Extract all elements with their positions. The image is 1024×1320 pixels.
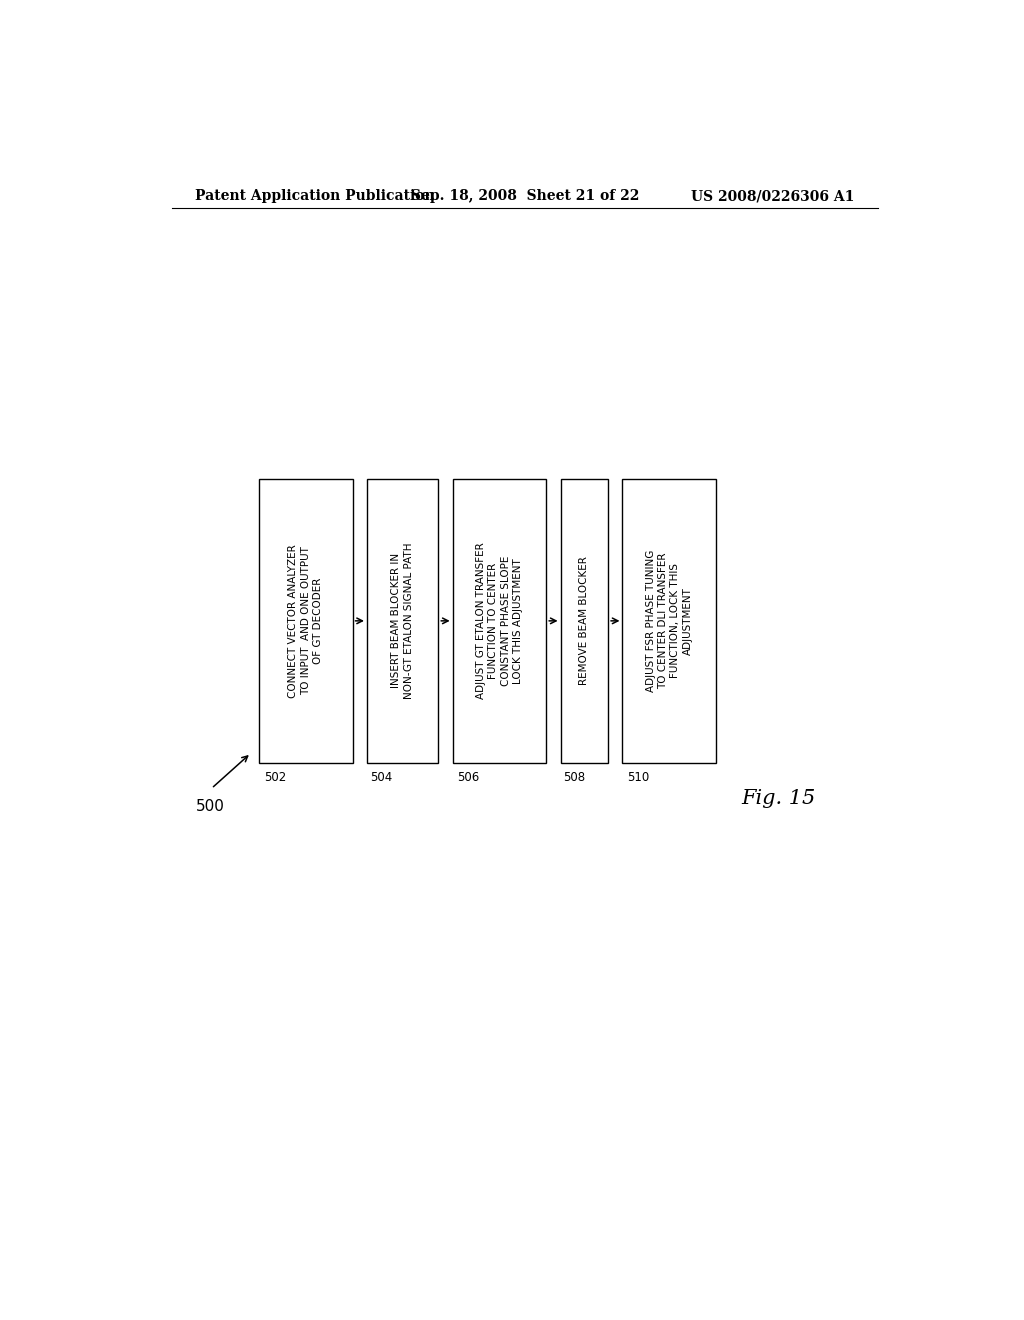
Text: REMOVE BEAM BLOCKER: REMOVE BEAM BLOCKER bbox=[580, 557, 590, 685]
Text: 502: 502 bbox=[263, 771, 286, 784]
Bar bbox=[560, 479, 608, 763]
Text: Fig. 15: Fig. 15 bbox=[741, 789, 816, 808]
Text: 508: 508 bbox=[563, 771, 585, 784]
Bar bbox=[367, 479, 438, 763]
Bar bbox=[259, 479, 352, 763]
Bar bbox=[453, 479, 546, 763]
Text: 500: 500 bbox=[196, 799, 224, 813]
Text: INSERT BEAM BLOCKER IN
NON-GT ETALON SIGNAL PATH: INSERT BEAM BLOCKER IN NON-GT ETALON SIG… bbox=[391, 543, 414, 700]
Text: US 2008/0226306 A1: US 2008/0226306 A1 bbox=[691, 189, 854, 203]
Text: CONNECT VECTOR ANALYZER
TO INPUT  AND ONE OUTPUT
OF GT DECODER: CONNECT VECTOR ANALYZER TO INPUT AND ONE… bbox=[289, 544, 324, 698]
Bar bbox=[623, 479, 716, 763]
Text: 506: 506 bbox=[458, 771, 479, 784]
Text: 504: 504 bbox=[371, 771, 392, 784]
Text: Patent Application Publication: Patent Application Publication bbox=[196, 189, 435, 203]
Text: ADJUST GT ETALON TRANSFER
FUNCTION TO CENTER
CONSTANT PHASE SLOPE
LOCK THIS ADJU: ADJUST GT ETALON TRANSFER FUNCTION TO CE… bbox=[476, 543, 523, 700]
Text: 510: 510 bbox=[627, 771, 649, 784]
Text: ADJUST FSR PHASE TUNING
TO CENTER DLI TRANSFER
FUNCTION, LOCK THIS
ADJUSTMENT: ADJUST FSR PHASE TUNING TO CENTER DLI TR… bbox=[646, 549, 693, 692]
Text: Sep. 18, 2008  Sheet 21 of 22: Sep. 18, 2008 Sheet 21 of 22 bbox=[411, 189, 639, 203]
